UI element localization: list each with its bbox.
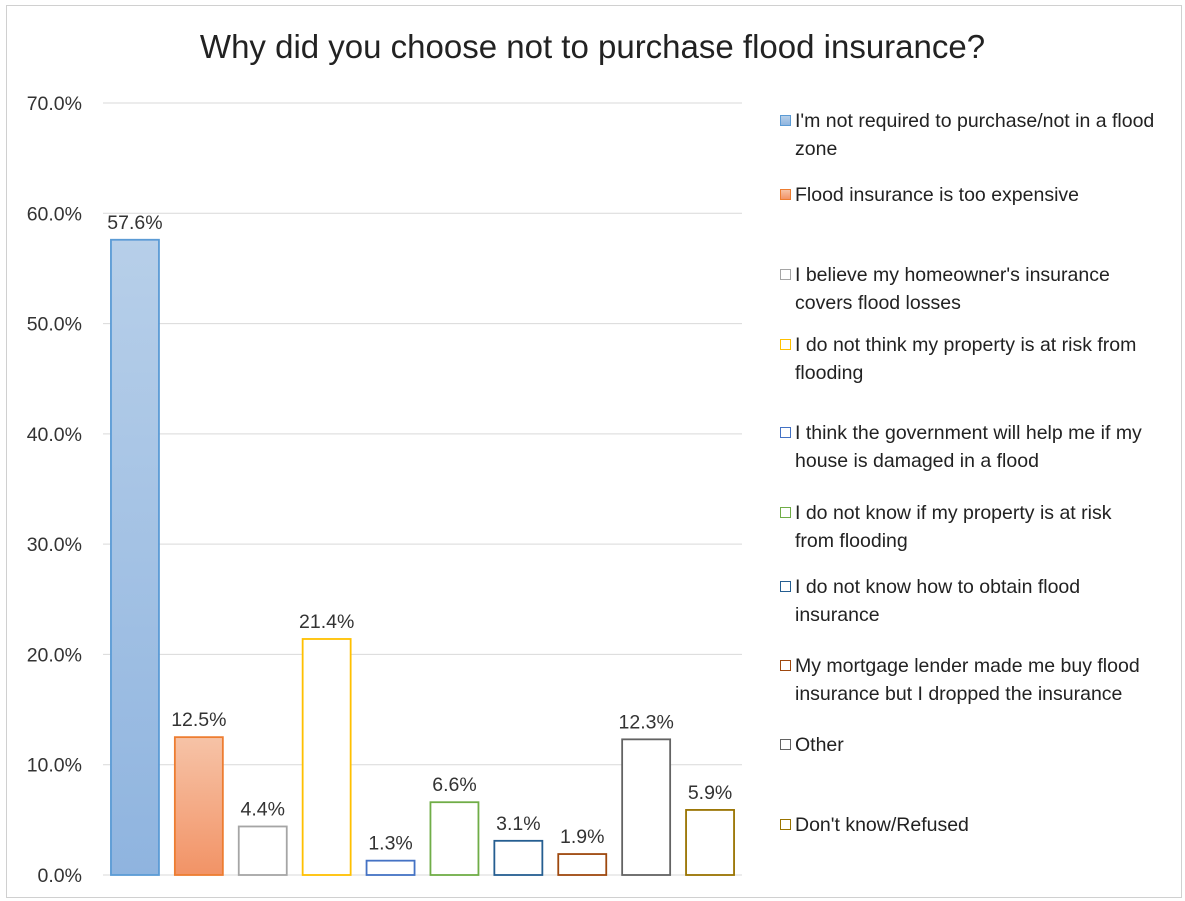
bar-3 (237, 825, 288, 876)
bar-10 (685, 809, 735, 876)
bar-5 (365, 859, 416, 876)
legend-label: Flood insurance is too expensive (795, 184, 1079, 206)
data-label: 1.3% (368, 833, 412, 855)
y-tick-label: 30.0% (27, 534, 82, 556)
data-label: 12.5% (171, 709, 226, 731)
legend-label: I think the government will help me if m… (795, 422, 1142, 472)
legend-item: Don't know/Refused (780, 811, 1155, 839)
y-tick-label: 40.0% (27, 424, 82, 446)
legend-item: My mortgage lender made me buy flood ins… (780, 652, 1155, 708)
legend-item: I do not think my property is at risk fr… (780, 331, 1155, 387)
legend-label: Don't know/Refused (795, 814, 969, 836)
legend-item: I do not know how to obtain flood insura… (780, 573, 1155, 629)
legend-label: My mortgage lender made me buy flood ins… (795, 655, 1140, 705)
legend-label: I do not know how to obtain flood insura… (795, 576, 1081, 626)
bar-2 (173, 736, 224, 876)
legend-label: Other (795, 734, 844, 756)
legend-label: I do not think my property is at risk fr… (795, 334, 1137, 384)
legend-swatch (780, 115, 791, 126)
legend-swatch (780, 339, 791, 350)
data-label: 6.6% (432, 774, 476, 796)
data-label: 5.9% (688, 782, 732, 804)
y-tick-label: 60.0% (27, 203, 82, 225)
legend-swatch (780, 507, 791, 518)
data-label: 12.3% (619, 711, 674, 733)
data-label: 4.4% (241, 798, 285, 820)
legend-item: I believe my homeowner's insurance cover… (780, 261, 1155, 317)
bar-6 (429, 801, 480, 876)
legend-item: Flood insurance is too expensive (780, 181, 1155, 209)
legend-swatch (780, 581, 791, 592)
legend-swatch (780, 739, 791, 750)
bar-8 (557, 853, 608, 876)
y-axis-ticks: 0.0% 10.0% 20.0% 30.0% 40.0% 50.0% 60.0% 70.0% (27, 93, 82, 887)
legend-swatch (780, 819, 791, 830)
legend-label: I do not know if my property is at risk … (795, 502, 1112, 552)
bar-7 (493, 839, 544, 876)
y-tick-label: 20.0% (27, 644, 82, 666)
legend-label: I believe my homeowner's insurance cover… (795, 264, 1110, 314)
legend-swatch (780, 269, 791, 280)
y-tick-label: 10.0% (27, 755, 82, 777)
y-tick-label: 0.0% (38, 865, 82, 887)
data-label: 21.4% (299, 611, 354, 633)
legend-item: Other (780, 731, 1155, 759)
chart-title: Why did you choose not to purchase flood… (199, 28, 986, 65)
data-label: 3.1% (496, 813, 540, 835)
bars (110, 238, 735, 876)
data-labels: 57.6% 12.5% 4.4% 21.4% 1.3% 6.6% 3.1% 1.9% 12.3%… (107, 212, 732, 855)
legend-swatch (780, 427, 791, 438)
data-label: 1.9% (560, 826, 604, 848)
legend-item: I do not know if my property is at risk … (780, 499, 1155, 555)
bar-4 (301, 638, 352, 876)
legend-item: I think the government will help me if m… (780, 419, 1155, 475)
y-tick-label: 70.0% (27, 93, 82, 115)
legend-swatch (780, 189, 791, 200)
bar-9 (621, 738, 672, 876)
legend-label: I'm not required to purchase/not in a fl… (795, 110, 1155, 160)
data-label: 57.6% (107, 212, 162, 234)
bar-1 (110, 238, 160, 876)
legend-swatch (780, 660, 791, 671)
legend-item: I'm not required to purchase/not in a fl… (780, 107, 1155, 163)
y-tick-label: 50.0% (27, 314, 82, 336)
